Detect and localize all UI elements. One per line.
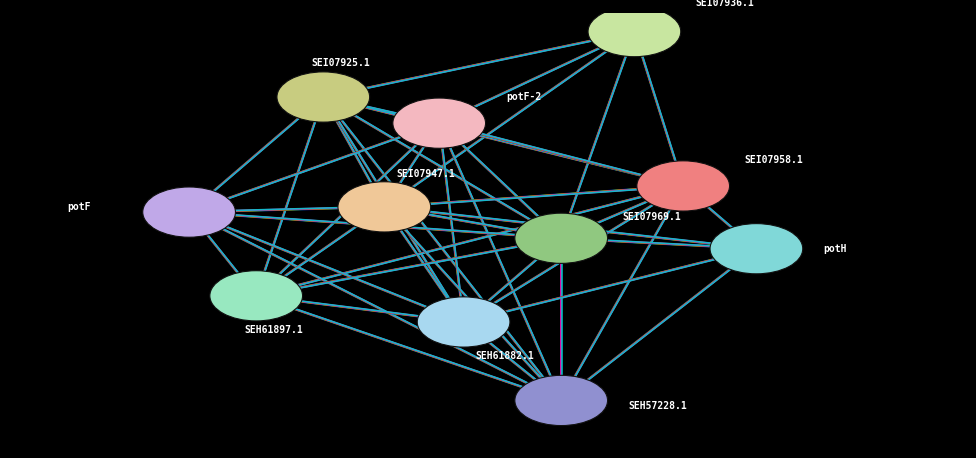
Ellipse shape <box>142 187 235 237</box>
Ellipse shape <box>418 297 510 347</box>
Text: potH: potH <box>824 244 847 254</box>
Text: potF-2: potF-2 <box>507 92 542 102</box>
Text: SEH61882.1: SEH61882.1 <box>476 351 535 361</box>
Text: SEI07969.1: SEI07969.1 <box>623 213 681 222</box>
Text: potF: potF <box>67 202 91 212</box>
Ellipse shape <box>637 161 730 211</box>
Ellipse shape <box>588 6 681 57</box>
Ellipse shape <box>515 213 607 263</box>
Ellipse shape <box>338 182 430 232</box>
Ellipse shape <box>515 376 607 425</box>
Ellipse shape <box>711 224 802 274</box>
Text: SEH57228.1: SEH57228.1 <box>629 401 687 411</box>
Text: SEI07947.1: SEI07947.1 <box>396 169 455 180</box>
Text: SEI07958.1: SEI07958.1 <box>745 155 803 165</box>
Ellipse shape <box>210 271 303 321</box>
Text: SEH61897.1: SEH61897.1 <box>244 325 303 335</box>
Ellipse shape <box>393 98 486 148</box>
Ellipse shape <box>277 72 370 122</box>
Text: SEI07925.1: SEI07925.1 <box>311 58 370 68</box>
Text: SEI07936.1: SEI07936.1 <box>696 0 754 8</box>
